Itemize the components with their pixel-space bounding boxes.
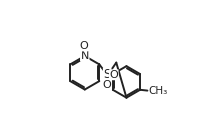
Text: S: S bbox=[103, 68, 111, 81]
Text: O: O bbox=[103, 80, 111, 90]
Text: CH₃: CH₃ bbox=[148, 86, 167, 96]
Text: N: N bbox=[81, 51, 89, 61]
Text: O: O bbox=[109, 70, 118, 80]
Text: O: O bbox=[79, 41, 88, 51]
